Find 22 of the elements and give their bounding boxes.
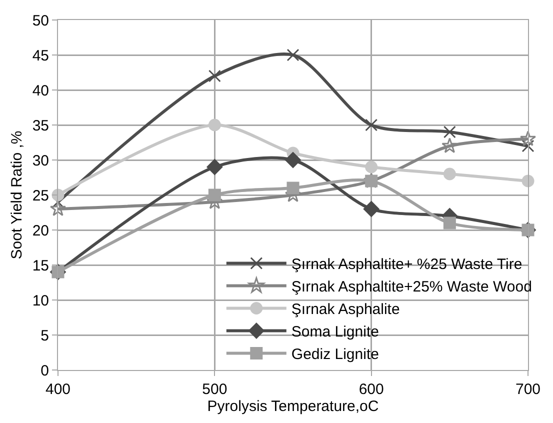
x-tick-label: 600 bbox=[358, 381, 384, 398]
y-tick-label: 10 bbox=[32, 292, 49, 310]
y-axis-title: Soot Yield Ratio ,% bbox=[8, 130, 26, 260]
y-tick-label: 25 bbox=[32, 187, 49, 204]
y-tick-label: 15 bbox=[32, 257, 49, 274]
legend-label: Gediz Lignite bbox=[291, 346, 379, 364]
x-axis-title: Pyrolysis Temperature,oC bbox=[207, 398, 379, 415]
y-tick-label: 50 bbox=[32, 12, 49, 30]
legend-label: Şırnak Asphalite bbox=[291, 301, 400, 318]
legend-label: Soma Lignite bbox=[291, 324, 379, 341]
y-tick-label: 40 bbox=[32, 82, 49, 100]
y-tick-label: 20 bbox=[32, 222, 49, 240]
x-tick-label: 400 bbox=[45, 381, 71, 398]
legend-label: Şırnak Asphaltite+ %25 Waste Tire bbox=[291, 256, 522, 274]
y-tick-label: 35 bbox=[32, 117, 49, 134]
y-tick-label: 5 bbox=[40, 327, 49, 344]
legend-label: Şırnak Asphaltite+25% Waste Wood bbox=[291, 278, 532, 296]
y-tick-label: 30 bbox=[32, 152, 49, 170]
x-tick-label: 700 bbox=[515, 381, 541, 398]
y-tick-label: 45 bbox=[32, 47, 49, 64]
y-tick-label: 0 bbox=[40, 362, 49, 380]
x-tick-label: 500 bbox=[202, 381, 228, 398]
